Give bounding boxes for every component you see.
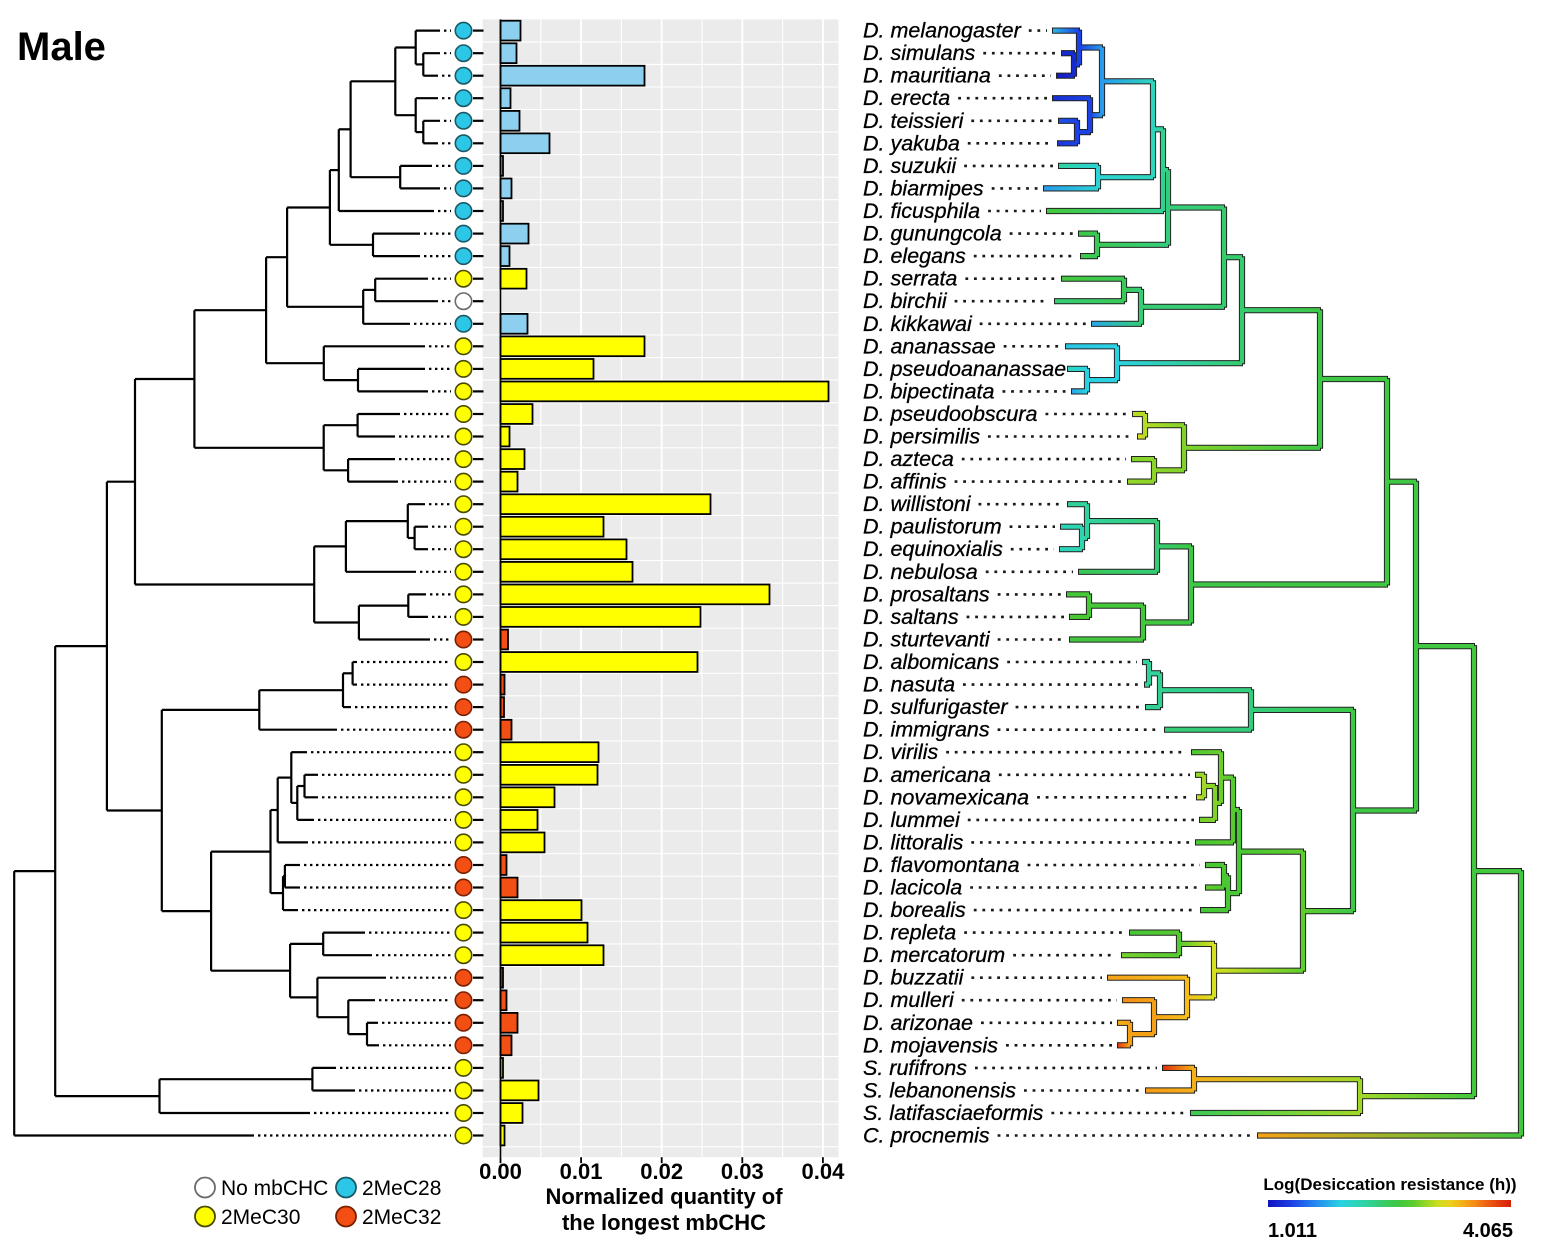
svg-text:D. serrata: D. serrata xyxy=(863,267,957,291)
svg-text:D. sturtevanti: D. sturtevanti xyxy=(863,628,991,652)
svg-text:0.03: 0.03 xyxy=(721,1159,764,1184)
svg-text:D. prosaltans: D. prosaltans xyxy=(863,582,990,606)
svg-text:2MeC30: 2MeC30 xyxy=(221,1206,300,1229)
svg-text:D. bipectinata: D. bipectinata xyxy=(863,379,995,403)
svg-text:D. birchii: D. birchii xyxy=(863,289,948,313)
svg-text:D. elegans: D. elegans xyxy=(863,244,966,268)
svg-text:D. erecta: D. erecta xyxy=(863,86,950,110)
svg-text:D. nasuta: D. nasuta xyxy=(863,673,955,697)
svg-text:D. lummei: D. lummei xyxy=(863,808,961,832)
svg-text:D. paulistorum: D. paulistorum xyxy=(863,515,1002,539)
svg-text:D. mojavensis: D. mojavensis xyxy=(863,1033,998,1057)
svg-text:D. simulans: D. simulans xyxy=(863,41,976,65)
svg-text:D. littoralis: D. littoralis xyxy=(863,830,964,854)
svg-text:Log(Desiccation resistance (h): Log(Desiccation resistance (h)) xyxy=(1263,1175,1516,1194)
svg-text:2MeC32: 2MeC32 xyxy=(362,1206,441,1229)
svg-text:D. willistoni: D. willistoni xyxy=(863,492,972,516)
svg-text:D. affinis: D. affinis xyxy=(863,470,947,494)
svg-text:D. mercatorum: D. mercatorum xyxy=(863,943,1005,967)
svg-text:D. ananassae: D. ananassae xyxy=(863,334,996,358)
svg-text:D. mulleri: D. mulleri xyxy=(863,988,955,1012)
svg-text:S. lebanonensis: S. lebanonensis xyxy=(863,1079,1016,1103)
svg-text:D. saltans: D. saltans xyxy=(863,605,959,629)
svg-text:D. mauritiana: D. mauritiana xyxy=(863,64,991,88)
svg-text:D. albomicans: D. albomicans xyxy=(863,650,999,674)
svg-text:No mbCHC: No mbCHC xyxy=(221,1177,328,1200)
svg-text:D. borealis: D. borealis xyxy=(863,898,966,922)
svg-text:0.04: 0.04 xyxy=(801,1159,845,1184)
svg-text:D. repleta: D. repleta xyxy=(863,921,956,945)
svg-text:D. nebulosa: D. nebulosa xyxy=(863,560,978,584)
svg-text:D. lacicola: D. lacicola xyxy=(863,876,962,900)
svg-text:D. arizonae: D. arizonae xyxy=(863,1011,973,1035)
svg-text:D. buzzatii: D. buzzatii xyxy=(863,966,965,990)
svg-text:D. melanogaster: D. melanogaster xyxy=(863,19,1022,43)
svg-text:0.01: 0.01 xyxy=(560,1159,603,1184)
svg-text:D. americana: D. americana xyxy=(863,763,991,787)
svg-text:D. flavomontana: D. flavomontana xyxy=(863,853,1020,877)
svg-text:D. yakuba: D. yakuba xyxy=(863,131,960,155)
svg-text:D. equinoxialis: D. equinoxialis xyxy=(863,537,1003,561)
svg-text:D. novamexicana: D. novamexicana xyxy=(863,785,1029,809)
svg-text:D. pseudoobscura: D. pseudoobscura xyxy=(863,402,1038,426)
svg-text:D. teissieri: D. teissieri xyxy=(863,109,965,133)
svg-text:1.011: 1.011 xyxy=(1268,1220,1317,1242)
svg-text:the longest mbCHC: the longest mbCHC xyxy=(562,1210,766,1235)
svg-text:Male: Male xyxy=(17,25,106,69)
svg-text:D. virilis: D. virilis xyxy=(863,740,938,764)
svg-text:D. biarmipes: D. biarmipes xyxy=(863,176,984,200)
svg-text:D. immigrans: D. immigrans xyxy=(863,718,990,742)
svg-text:S. rufifrons: S. rufifrons xyxy=(863,1056,967,1080)
svg-text:D. azteca: D. azteca xyxy=(863,447,954,471)
svg-text:2MeC28: 2MeC28 xyxy=(362,1177,441,1200)
svg-text:D. persimilis: D. persimilis xyxy=(863,425,980,449)
svg-text:D. suzukii: D. suzukii xyxy=(863,154,957,178)
svg-text:D. sulfurigaster: D. sulfurigaster xyxy=(863,695,1008,719)
svg-text:D. pseudoananassae: D. pseudoananassae xyxy=(863,357,1066,381)
svg-text:4.065: 4.065 xyxy=(1463,1220,1513,1242)
svg-text:S. latifasciaeformis: S. latifasciaeformis xyxy=(863,1101,1044,1125)
svg-text:0.02: 0.02 xyxy=(640,1159,683,1184)
svg-text:D. kikkawai: D. kikkawai xyxy=(863,312,973,336)
svg-text:0.00: 0.00 xyxy=(479,1159,522,1184)
svg-text:D. ficusphila: D. ficusphila xyxy=(863,199,980,223)
svg-text:Normalized quantity of: Normalized quantity of xyxy=(545,1184,783,1209)
svg-text:C. procnemis: C. procnemis xyxy=(863,1124,990,1148)
svg-text:D. gunungcola: D. gunungcola xyxy=(863,222,1002,246)
